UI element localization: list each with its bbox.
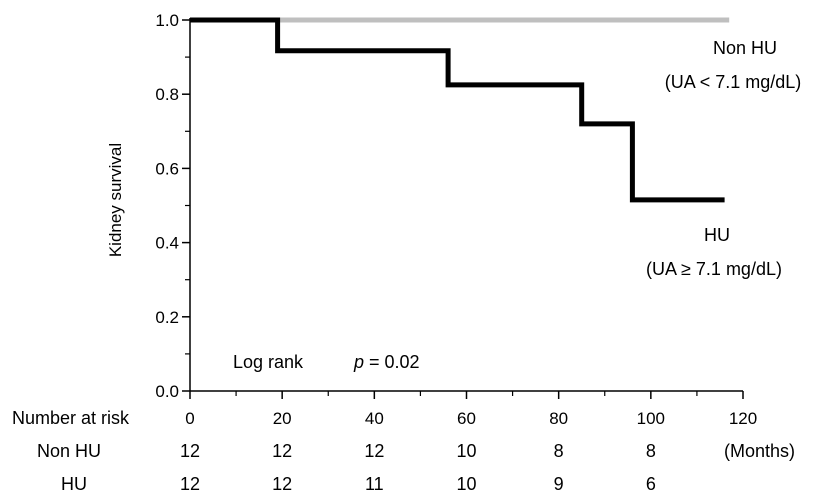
- hu-label: HU: [704, 225, 730, 245]
- y-tick-label: 0.0: [155, 382, 179, 401]
- y-tick-label: 0.2: [155, 308, 179, 327]
- x-tick-label: 120: [729, 409, 757, 428]
- hu-criteria-label: (UA ≥ 7.1 mg/dL): [646, 259, 782, 279]
- p-value: = 0.02: [364, 352, 420, 372]
- non-hu-label: Non HU: [713, 38, 777, 58]
- risk-cell: 8: [646, 441, 656, 461]
- risk-cell: 12: [180, 474, 200, 494]
- risk-cell: 8: [554, 441, 564, 461]
- x-tick-label: 0: [185, 409, 194, 428]
- x-tick-label: 40: [365, 409, 384, 428]
- y-tick-label: 0.6: [155, 159, 179, 178]
- risk-cell: 12: [272, 474, 292, 494]
- log-rank-label: Log rank: [233, 352, 304, 372]
- risk-cell: 9: [554, 474, 564, 494]
- p-symbol: p: [353, 352, 364, 372]
- y-tick-label: 0.4: [155, 234, 179, 253]
- x-tick-label: 100: [637, 409, 665, 428]
- risk-cell: 12: [180, 441, 200, 461]
- y-axis-title: Kidney survival: [106, 143, 125, 257]
- risk-cell: 12: [364, 441, 384, 461]
- axes: [189, 18, 743, 392]
- p-value-label: p = 0.02: [353, 352, 420, 372]
- non-hu-criteria-label: (UA < 7.1 mg/dL): [665, 72, 802, 92]
- x-tick-label: 80: [549, 409, 568, 428]
- x-tick-label: 60: [457, 409, 476, 428]
- risk-cell: 6: [646, 474, 656, 494]
- x-tick-label: 20: [273, 409, 292, 428]
- risk-cell: 12: [272, 441, 292, 461]
- risk-table-cells: 12 12 12 10 8 8 12 12 11 10 9 6: [180, 441, 656, 494]
- y-tick-label: 0.8: [155, 85, 179, 104]
- survival-curves: [190, 17, 730, 203]
- risk-cell: 10: [456, 474, 476, 494]
- risk-row-label-non-hu: Non HU: [37, 441, 101, 461]
- y-tick-label: 1.0: [155, 11, 179, 30]
- risk-cell: 11: [365, 474, 384, 494]
- risk-row-label-hu: HU: [61, 474, 87, 494]
- x-unit-label: (Months): [724, 441, 795, 461]
- survival-curve-hu: [190, 17, 725, 203]
- risk-table-header: Number at risk: [12, 408, 130, 428]
- axis-ticks: 0.0 0.2 0.4 0.6 0.8 1.0 0 20 40 60 80 100 120: [155, 11, 757, 428]
- risk-cell: 10: [456, 441, 476, 461]
